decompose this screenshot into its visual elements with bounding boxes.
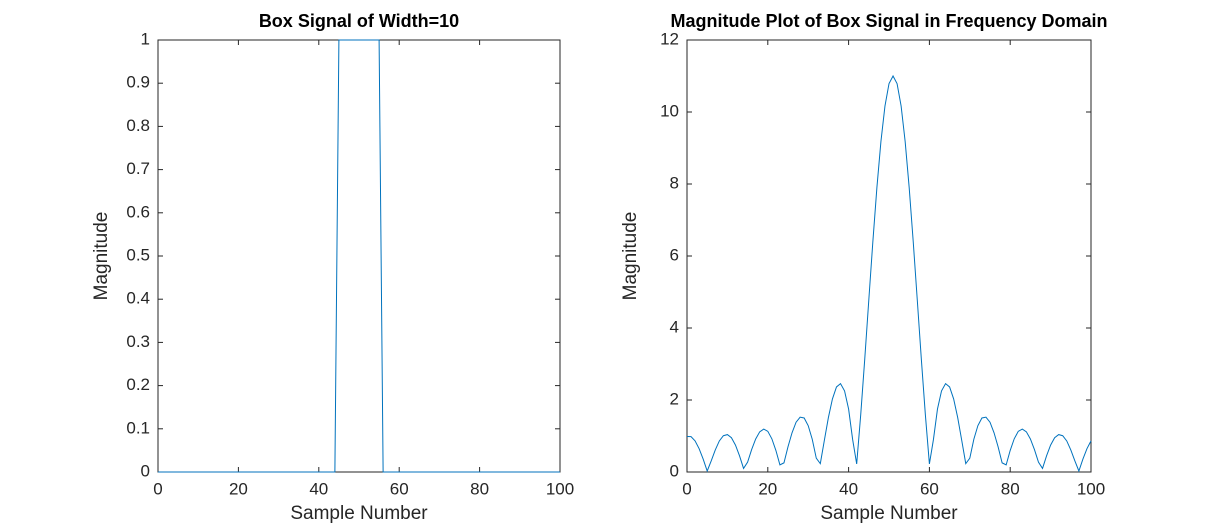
y-tick-label: 0.6 — [126, 202, 150, 221]
x-tick-label: 60 — [920, 479, 939, 498]
axes-frame — [686, 39, 1092, 473]
y-tick-label: 0.8 — [126, 116, 150, 135]
y-tick-label: 12 — [660, 29, 679, 48]
y-tick-label: 1 — [141, 29, 150, 48]
y-tick-label: 0.1 — [126, 418, 150, 437]
y-tick-label: 0.4 — [126, 289, 150, 308]
y-axis-label: Magnitude — [620, 212, 641, 301]
x-axis-label: Sample Number — [820, 503, 958, 524]
y-tick-label: 8 — [670, 173, 679, 192]
y-tick-label: 4 — [670, 317, 679, 336]
y-tick-label: 2 — [670, 389, 679, 408]
x-tick-label: 80 — [1001, 479, 1020, 498]
data-line — [158, 39, 560, 473]
chart-title: Magnitude Plot of Box Signal in Frequenc… — [670, 11, 1107, 31]
y-tick-label: 10 — [660, 101, 679, 120]
y-tick-label: 0.2 — [126, 375, 150, 394]
y-tick-label: 6 — [670, 245, 679, 264]
chart-title: Box Signal of Width=10 — [259, 11, 459, 31]
axes-frame — [157, 39, 561, 473]
x-tick-label: 20 — [229, 479, 248, 498]
y-tick-label: 0.3 — [126, 332, 150, 351]
y-tick-label: 0.7 — [126, 159, 150, 178]
y-tick-label: 0 — [670, 461, 679, 480]
x-axis-label: Sample Number — [290, 503, 428, 524]
y-tick-label: 0.9 — [126, 73, 150, 92]
data-line — [686, 74, 1092, 473]
x-tick-label: 100 — [1077, 479, 1105, 498]
x-tick-label: 20 — [758, 479, 777, 498]
x-tick-label: 0 — [153, 479, 162, 498]
x-tick-label: 100 — [546, 479, 574, 498]
y-axis-label: Magnitude — [91, 212, 112, 301]
y-tick-label: 0 — [141, 461, 150, 480]
x-tick-label: 40 — [839, 479, 858, 498]
x-tick-label: 0 — [682, 479, 691, 498]
y-tick-label: 0.5 — [126, 245, 150, 264]
x-tick-label: 40 — [309, 479, 328, 498]
x-tick-label: 60 — [390, 479, 409, 498]
x-tick-label: 80 — [470, 479, 489, 498]
